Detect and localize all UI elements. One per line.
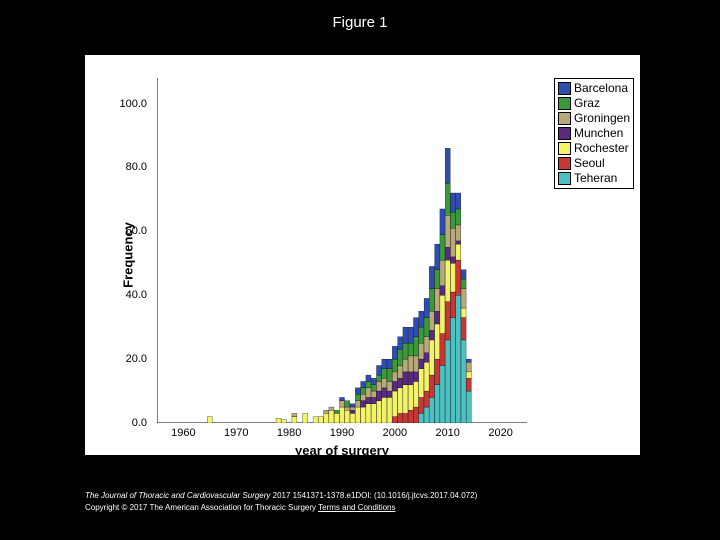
legend-item-munchen: Munchen — [558, 126, 630, 141]
legend-item-barcelona: Barcelona — [558, 81, 630, 96]
citation-journal: The Journal of Thoracic and Cardiovascul… — [85, 491, 270, 500]
citation: The Journal of Thoracic and Cardiovascul… — [85, 490, 477, 514]
y-tick-label: 20.0 — [126, 353, 147, 365]
legend-item-groningen: Groningen — [558, 111, 630, 126]
legend-label: Groningen — [574, 111, 630, 126]
y-ticks: 0.020.040.060.080.0100.0 — [85, 78, 157, 423]
x-tick-label: 1990 — [330, 427, 354, 439]
x-tick-label: 1980 — [277, 427, 301, 439]
x-tick-label: 2020 — [488, 427, 512, 439]
y-tick-label: 40.0 — [126, 289, 147, 301]
legend-item-graz: Graz — [558, 96, 630, 111]
legend: BarcelonaGrazGroningenMunchenRochesterSe… — [554, 78, 634, 189]
y-tick-label: 100.0 — [119, 98, 147, 110]
citation-copyright: Copyright © 2017 The American Associatio… — [85, 503, 316, 512]
legend-label: Teheran — [574, 171, 617, 186]
plot-area — [157, 78, 527, 423]
plot-svg — [157, 78, 527, 423]
y-tick-label: 0.0 — [132, 417, 147, 429]
legend-swatch — [558, 97, 571, 110]
citation-ref: 2017 1541371-1378.e1DOI: (10.1016/j.jtcv… — [270, 491, 477, 500]
legend-swatch — [558, 157, 571, 170]
legend-swatch — [558, 112, 571, 125]
y-tick-label: 60.0 — [126, 225, 147, 237]
x-tick-label: 2010 — [435, 427, 459, 439]
x-tick-label: 2000 — [383, 427, 407, 439]
slide-container: Figure 1 Frequency 0.020.040.060.080.010… — [0, 0, 720, 540]
legend-label: Barcelona — [574, 81, 628, 96]
legend-item-seoul: Seoul — [558, 156, 630, 171]
legend-label: Rochester — [574, 141, 629, 156]
y-tick-label: 80.0 — [126, 161, 147, 173]
figure-title: Figure 1 — [0, 14, 720, 31]
legend-swatch — [558, 172, 571, 185]
legend-item-teheran: Teheran — [558, 171, 630, 186]
x-tick-label: 1970 — [224, 427, 248, 439]
x-axis-title: year of surgery — [157, 443, 527, 458]
legend-label: Seoul — [574, 156, 605, 171]
legend-label: Graz — [574, 96, 600, 111]
legend-label: Munchen — [574, 126, 623, 141]
terms-link[interactable]: Terms and Conditions — [318, 503, 395, 512]
legend-swatch — [558, 82, 571, 95]
legend-swatch — [558, 127, 571, 140]
legend-swatch — [558, 142, 571, 155]
x-tick-label: 1960 — [171, 427, 195, 439]
legend-item-rochester: Rochester — [558, 141, 630, 156]
chart-panel: Frequency 0.020.040.060.080.0100.0 19601… — [85, 55, 640, 455]
